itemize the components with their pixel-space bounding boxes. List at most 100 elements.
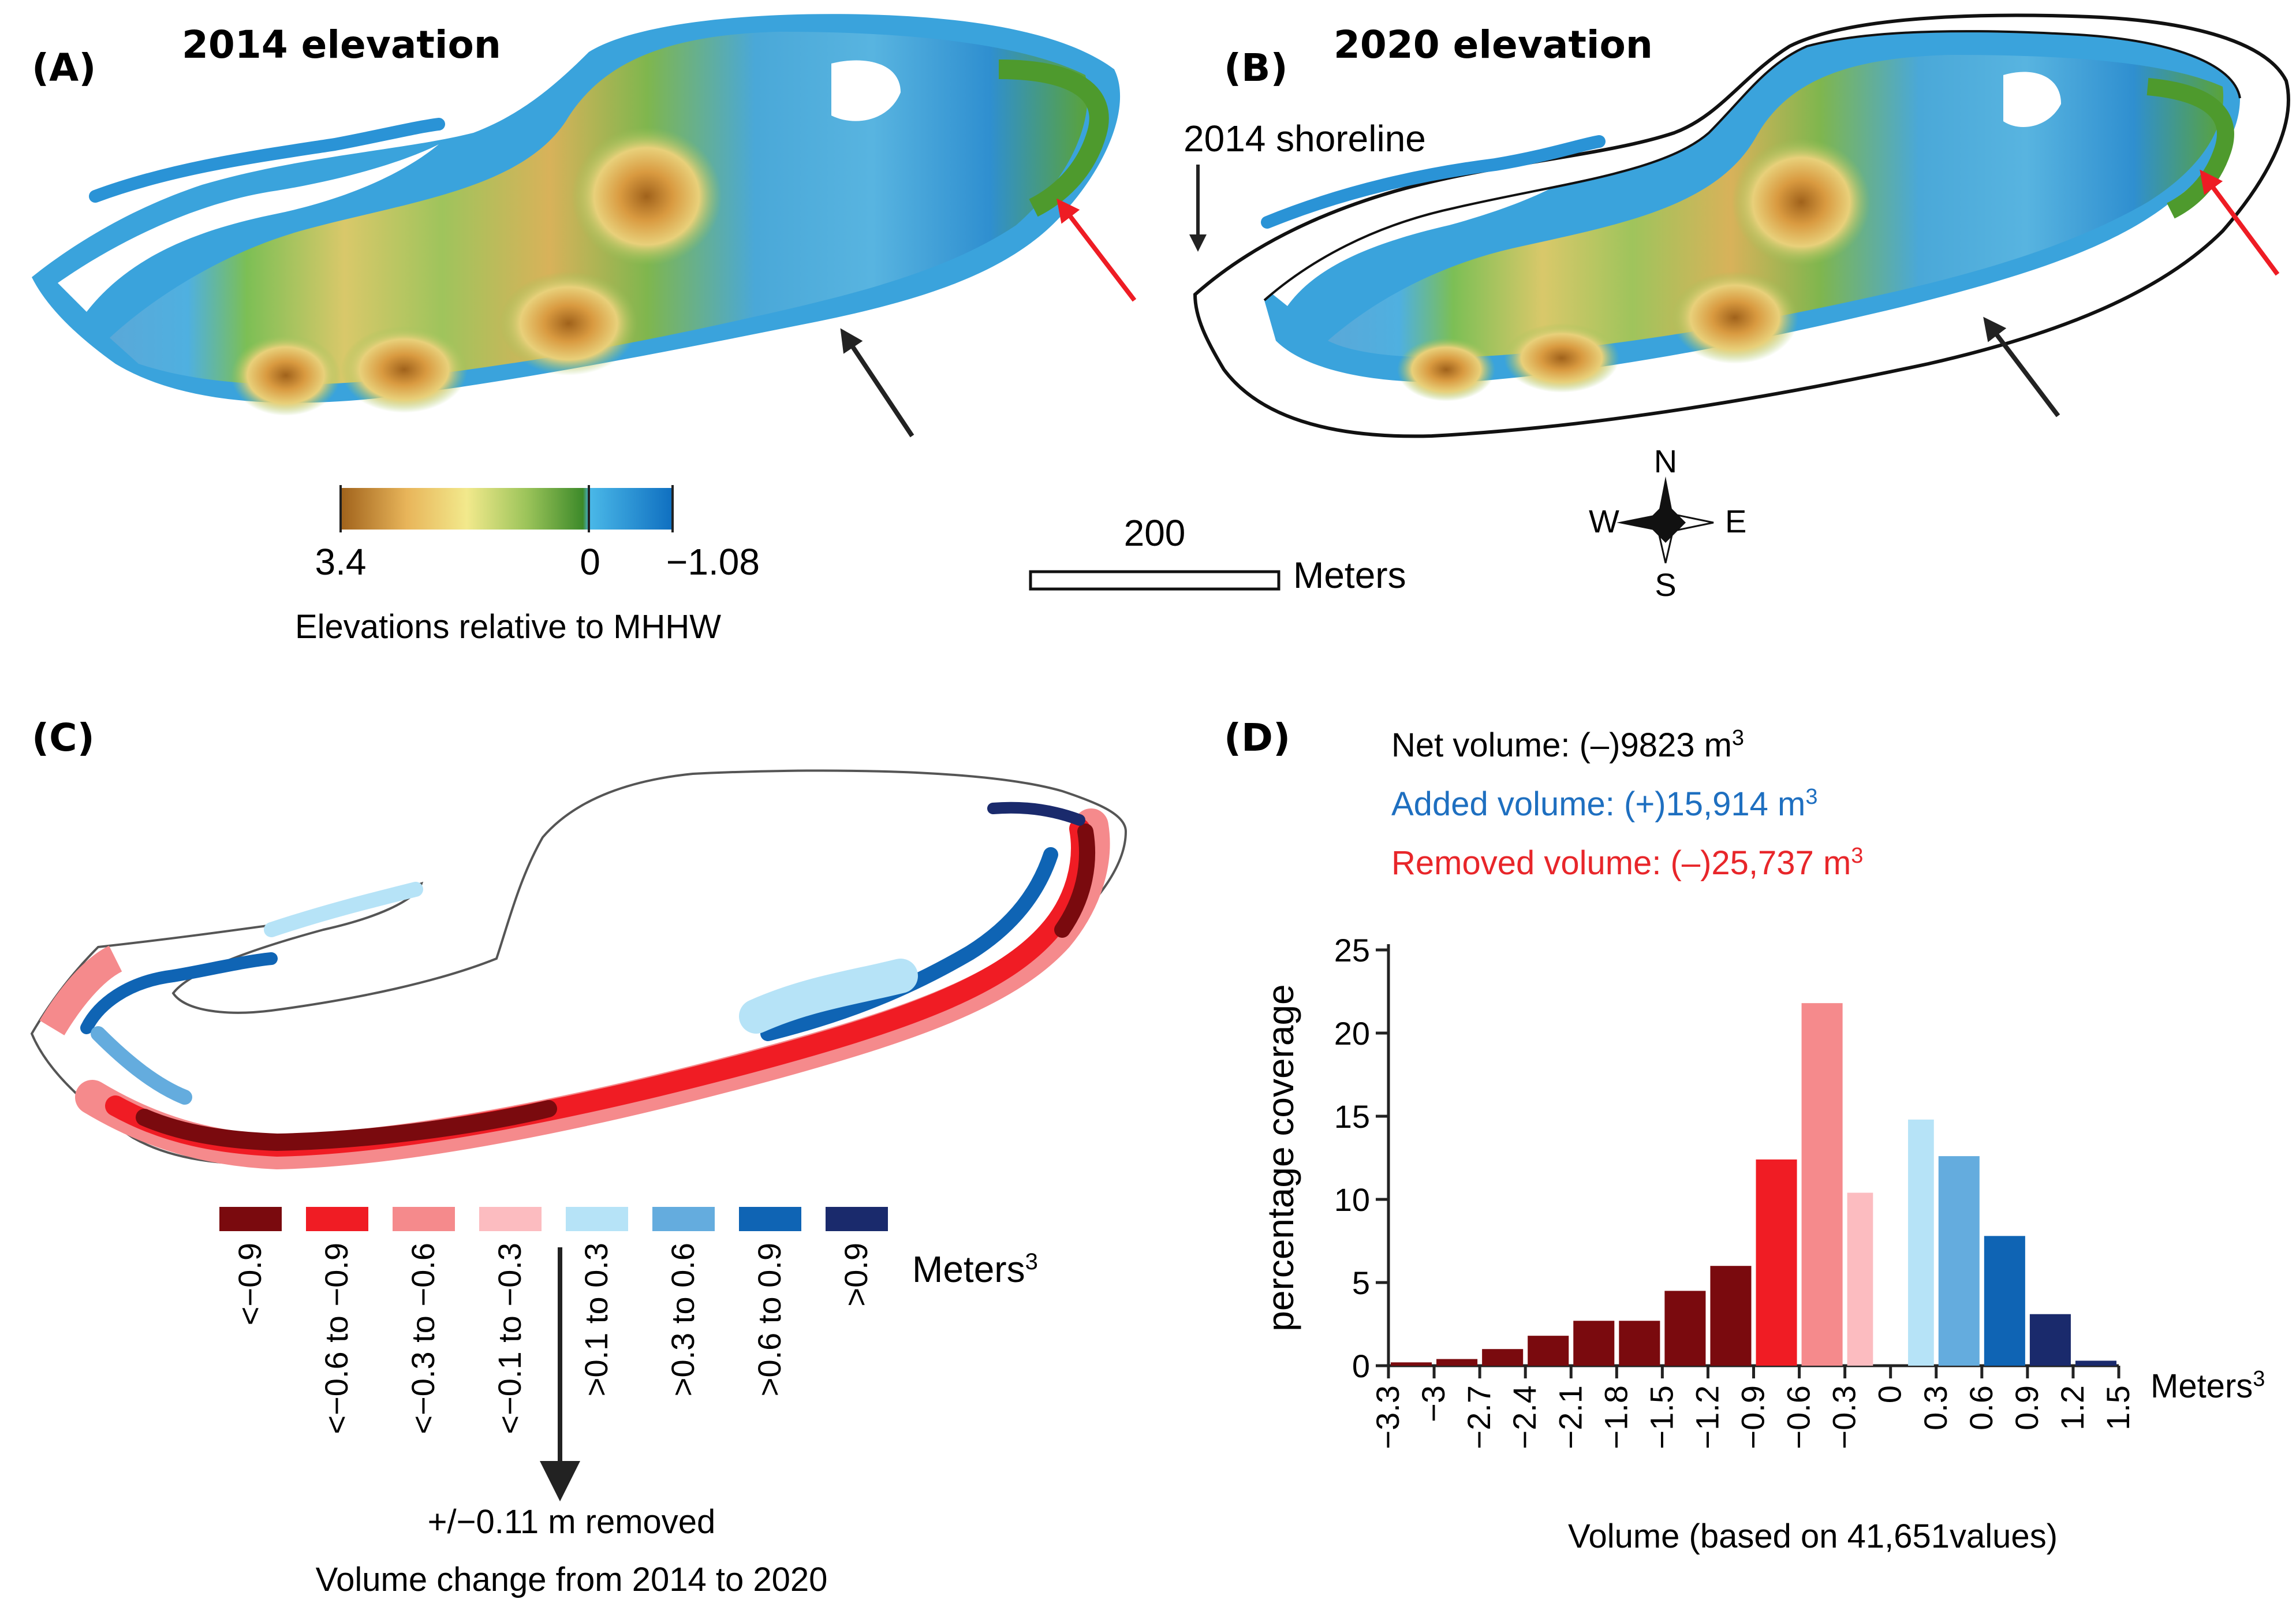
histogram-bar <box>1847 1192 1873 1366</box>
volume-change-map <box>30 769 1128 1170</box>
addition-band-spit <box>264 882 423 937</box>
panel-b: (B) 2020 elevation 2014 shoreline <box>1029 13 2290 603</box>
histogram-bar <box>1938 1156 1980 1366</box>
addition-band-pale <box>739 959 918 1034</box>
y-tick-label: 0 <box>1352 1348 1370 1384</box>
volume-class-swatch <box>306 1207 368 1231</box>
compass-w-label: W <box>1589 503 1619 539</box>
x-tick-label: −2.1 <box>1552 1385 1588 1449</box>
histogram-bar <box>2075 1360 2116 1366</box>
volume-class-label: <−0.3 to −0.6 <box>405 1243 441 1434</box>
x-tick-label: 0.3 <box>1917 1385 1954 1430</box>
x-tick-label: −1.8 <box>1597 1385 1634 1449</box>
erosion-arrow-2014 <box>840 328 914 438</box>
scale-bar-box <box>1029 570 1280 591</box>
x-tick-label: 1.2 <box>2054 1385 2090 1430</box>
x-tick-label: −1.2 <box>1689 1385 1725 1449</box>
histogram-bar <box>1482 1349 1524 1366</box>
histogram-bar <box>1801 1003 1843 1366</box>
northeast-pond <box>831 60 901 121</box>
addition-band-northeast <box>987 802 1085 826</box>
threshold-arrow-head <box>540 1461 580 1501</box>
panel-a-title: 2014 elevation <box>182 23 501 67</box>
compass-north-point <box>1658 476 1673 515</box>
removal-band-severe-south <box>136 1100 557 1151</box>
volume-class-labels: <−0.9 <−0.6 to −0.9 <−0.3 to −0.6 <−0.1 to … <box>232 1243 874 1434</box>
histogram-bar <box>1528 1336 1569 1366</box>
volume-class-swatches <box>219 1207 888 1231</box>
highlight-arrow-2020 <box>2200 169 2280 276</box>
elevation-legend: 3.4 0 −1.08 Elevations relative to MHHW <box>295 485 760 646</box>
hill-north <box>572 127 722 266</box>
volume-class-swatch <box>826 1207 888 1231</box>
northeast-pond-2020 <box>2003 72 2061 127</box>
histogram-bar <box>1573 1321 1615 1366</box>
west-lagoon-2020 <box>1259 156 1599 306</box>
island-2020-map <box>1193 13 2290 438</box>
volume-histogram: 0 5 10 15 20 25 −3.3 −3 −2.7 −2.4 −2.1 −1.8 −1.5 −1.… <box>1260 932 2265 1555</box>
volume-legend-units: Meters3 <box>912 1248 1038 1290</box>
shoreline-2014-outline <box>1193 13 2290 438</box>
x-tick-label: −3 <box>1415 1385 1451 1422</box>
x-tick-label: −2.7 <box>1461 1385 1497 1449</box>
volume-class-swatch <box>566 1207 628 1231</box>
histogram-bar <box>1619 1321 1660 1366</box>
volume-class-label: <−0.9 <box>232 1243 268 1325</box>
shoreline-label: 2014 shoreline <box>1184 118 1426 159</box>
hill-west <box>231 335 341 416</box>
volume-class-swatch <box>393 1207 455 1231</box>
island-2014-map <box>32 14 1137 438</box>
volume-class-swatch <box>739 1207 801 1231</box>
elevation-legend-ramp <box>341 488 673 530</box>
x-tick-label: 0 <box>1872 1385 1908 1403</box>
addition-band-southwest <box>91 1026 192 1105</box>
compass-west-point <box>1616 515 1654 530</box>
panel-c-label: (C) <box>32 715 95 760</box>
x-tick-label: −1.5 <box>1643 1385 1679 1449</box>
histogram-bars <box>1391 1003 2116 1366</box>
x-tick-label: −3.3 <box>1369 1385 1406 1449</box>
y-tick-label: 20 <box>1334 1015 1370 1052</box>
volume-class-label: >0.1 to 0.3 <box>578 1243 614 1396</box>
histogram-x-label: Volume (based on 41,651values) <box>1568 1518 2058 1555</box>
histogram-bar <box>1664 1291 1706 1366</box>
removed-volume-text: Removed volume: (–)25,737 m3 <box>1391 844 1863 882</box>
panel-a: (A) 2014 elevation <box>32 14 1137 646</box>
histogram-bar <box>1756 1159 1797 1366</box>
panel-d-label: (D) <box>1224 715 1290 760</box>
x-tick-label: −0.9 <box>1735 1385 1771 1449</box>
histogram-x-ticks: −3.3 −3 −2.7 −2.4 −2.1 −1.8 −1.5 −1.2 −0.9 −0.6 −0… <box>1369 1366 2136 1449</box>
highlight-arrow-2014 <box>1056 198 1137 302</box>
scale-bar-units: Meters <box>1293 554 1406 596</box>
volume-class-label: >0.6 to 0.9 <box>751 1243 787 1396</box>
volume-class-swatch <box>652 1207 715 1231</box>
addition-band-east <box>760 847 1058 1041</box>
east-rim <box>998 59 1109 217</box>
histogram-y-ticks: 0 5 10 15 20 25 <box>1334 932 1388 1384</box>
scale-bar: 200 Meters <box>1029 512 1406 596</box>
histogram-y-label: percentage coverage <box>1260 984 1301 1331</box>
hill-central-west <box>341 326 468 413</box>
shoreline-2020-outline <box>1263 30 2241 301</box>
volume-class-label: >0.3 to 0.6 <box>664 1243 701 1396</box>
x-tick-label: 0.9 <box>2008 1385 2045 1430</box>
histogram-bar <box>1984 1236 2025 1366</box>
added-volume-text: Added volume: (+)15,914 m3 <box>1391 785 1818 823</box>
volume-class-label: <−0.1 to −0.3 <box>491 1243 528 1434</box>
removal-band-severe-east <box>1054 823 1096 938</box>
net-volume-text: Net volume: (–)9823 m3 <box>1391 726 1744 764</box>
y-tick-label: 5 <box>1352 1265 1370 1301</box>
y-tick-label: 15 <box>1334 1098 1370 1135</box>
histogram-bar <box>1908 1119 1934 1366</box>
volume-class-label: >0.9 <box>838 1243 874 1307</box>
east-rim-2020 <box>2146 78 2234 219</box>
legend-zero-label: 0 <box>580 541 600 583</box>
legend-caption: Elevations relative to MHHW <box>295 608 721 646</box>
compass-s-label: S <box>1655 566 1676 603</box>
x-tick-label: 1.5 <box>2100 1385 2136 1430</box>
hill-north-2020 <box>1732 139 1871 266</box>
histogram-bar <box>1710 1266 1752 1366</box>
volume-class-swatch <box>219 1207 282 1231</box>
legend-min-label: −1.08 <box>666 541 760 583</box>
